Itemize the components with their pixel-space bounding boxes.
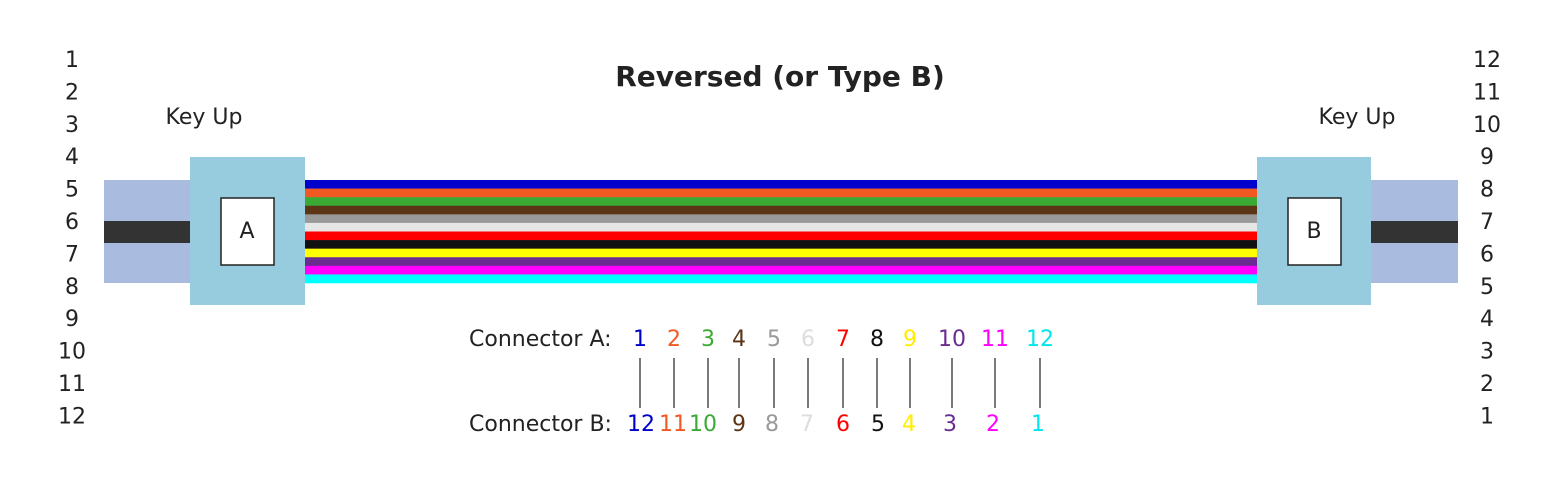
position-number: 9 xyxy=(1480,145,1494,170)
cable-core xyxy=(104,221,190,243)
pin-number: 9 xyxy=(903,327,917,352)
position-number: 10 xyxy=(1473,113,1501,138)
pin-number: 9 xyxy=(732,412,746,437)
pin-number: 2 xyxy=(667,327,681,352)
row-label: Connector A: xyxy=(469,327,612,352)
position-number: 6 xyxy=(1480,242,1494,267)
position-number: 10 xyxy=(58,340,86,365)
fiber xyxy=(305,274,1257,284)
title: Reversed (or Type B) xyxy=(615,60,945,93)
position-number: 6 xyxy=(65,210,79,235)
pin-number: 7 xyxy=(836,327,850,352)
pin-number: 5 xyxy=(767,327,781,352)
fiber xyxy=(305,240,1257,249)
fiber xyxy=(305,265,1257,275)
position-number: 2 xyxy=(1480,372,1494,397)
pin-number: 6 xyxy=(801,327,815,352)
position-number: 12 xyxy=(1473,48,1501,73)
position-number: 4 xyxy=(1480,307,1494,332)
position-number: 7 xyxy=(65,242,79,267)
connector-key xyxy=(220,197,275,266)
connector-label: A xyxy=(239,219,254,244)
cable-core xyxy=(1371,221,1458,243)
pin-number: 7 xyxy=(800,412,814,437)
pin-number: 1 xyxy=(1031,412,1045,437)
pin-number: 12 xyxy=(627,412,655,437)
connector-label: B xyxy=(1306,219,1321,244)
pin-number: 1 xyxy=(633,327,647,352)
pin-number: 6 xyxy=(836,412,850,437)
pin-number: 3 xyxy=(943,412,957,437)
key-label: Key Up xyxy=(1319,105,1396,130)
fiber xyxy=(305,188,1257,198)
fiber xyxy=(305,205,1257,215)
fiber xyxy=(305,257,1257,267)
position-number: 1 xyxy=(65,48,79,73)
key-label: Key Up xyxy=(166,105,243,130)
position-number: 8 xyxy=(65,275,79,300)
pin-number: 5 xyxy=(871,412,885,437)
pin-number: 12 xyxy=(1026,327,1054,352)
position-number: 8 xyxy=(1480,178,1494,203)
position-number: 9 xyxy=(65,307,79,332)
fiber xyxy=(305,197,1257,207)
fiber xyxy=(305,214,1257,224)
position-number: 4 xyxy=(65,145,79,170)
pin-number: 11 xyxy=(981,327,1009,352)
position-number: 7 xyxy=(1480,210,1494,235)
position-number: 3 xyxy=(65,113,79,138)
position-number: 5 xyxy=(65,178,79,203)
pin-number: 11 xyxy=(659,412,687,437)
position-number: 11 xyxy=(58,372,86,397)
pin-number: 10 xyxy=(938,327,966,352)
position-number: 3 xyxy=(1480,340,1494,365)
position-number: 11 xyxy=(1473,80,1501,105)
position-number: 2 xyxy=(65,80,79,105)
pin-number: 8 xyxy=(870,327,884,352)
position-number: 1 xyxy=(1480,404,1494,429)
pin-number: 3 xyxy=(701,327,715,352)
pin-number: 2 xyxy=(986,412,1000,437)
position-number: 12 xyxy=(58,404,86,429)
connector-key xyxy=(1287,197,1342,266)
position-number: 5 xyxy=(1480,275,1494,300)
fiber xyxy=(305,180,1257,189)
pin-number: 4 xyxy=(902,412,916,437)
fiber xyxy=(305,231,1257,241)
pin-number: 4 xyxy=(732,327,746,352)
pin-number: 8 xyxy=(765,412,779,437)
pin-number: 10 xyxy=(689,412,717,437)
row-label: Connector B: xyxy=(469,412,612,437)
fiber xyxy=(305,248,1257,258)
fiber xyxy=(305,222,1257,232)
